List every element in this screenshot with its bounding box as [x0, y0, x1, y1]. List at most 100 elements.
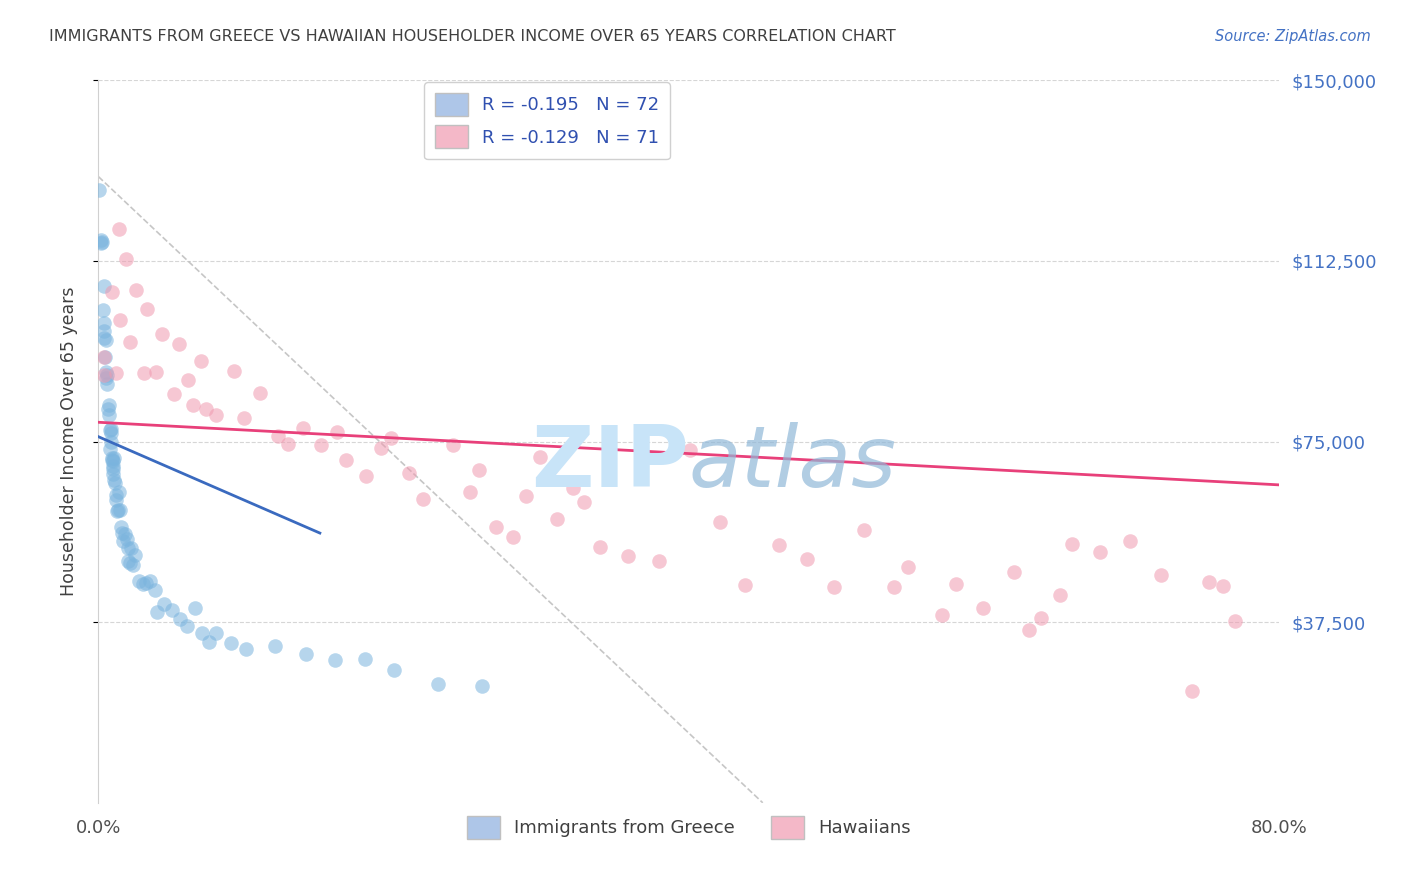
Point — [143, 583, 166, 598]
Point — [131, 577, 153, 591]
Point — [458, 485, 481, 500]
Point — [110, 313, 132, 327]
Point — [89, 183, 111, 197]
Point — [90, 233, 112, 247]
Text: IMMIGRANTS FROM GREECE VS HAWAIIAN HOUSEHOLDER INCOME OVER 65 YEARS CORRELATION : IMMIGRANTS FROM GREECE VS HAWAIIAN HOUSE… — [49, 29, 896, 44]
Point — [398, 466, 420, 480]
Point — [124, 548, 146, 562]
Point — [1223, 614, 1246, 628]
Text: atlas: atlas — [689, 422, 897, 505]
Point — [118, 556, 141, 570]
Point — [529, 450, 551, 464]
Point — [103, 453, 125, 467]
Point — [117, 554, 139, 568]
Point — [1150, 567, 1173, 582]
Point — [484, 519, 506, 533]
Point — [1002, 565, 1025, 579]
Point — [823, 580, 845, 594]
Point — [96, 368, 118, 382]
Point — [678, 443, 700, 458]
Point — [90, 236, 112, 251]
Point — [93, 351, 115, 365]
Point — [291, 420, 314, 434]
Point — [883, 580, 905, 594]
Point — [114, 252, 136, 267]
Point — [98, 398, 121, 412]
Point — [353, 651, 375, 665]
Point — [90, 235, 112, 249]
Point — [146, 606, 169, 620]
Point — [427, 676, 450, 690]
Point — [617, 549, 640, 563]
Point — [103, 450, 125, 465]
Point — [382, 663, 405, 677]
Point — [1090, 545, 1112, 559]
Point — [1212, 579, 1234, 593]
Point — [96, 365, 118, 379]
Point — [562, 481, 585, 495]
Point — [572, 495, 595, 509]
Text: Source: ZipAtlas.com: Source: ZipAtlas.com — [1215, 29, 1371, 44]
Point — [412, 491, 434, 506]
Point — [309, 438, 332, 452]
Point — [1181, 684, 1204, 698]
Point — [110, 503, 132, 517]
Point — [93, 324, 115, 338]
Point — [160, 603, 183, 617]
Point — [647, 554, 669, 568]
Point — [163, 387, 186, 401]
Point — [100, 425, 122, 440]
Point — [589, 540, 612, 554]
Point — [471, 679, 494, 693]
Point — [139, 574, 162, 588]
Point — [103, 473, 125, 487]
Point — [100, 424, 122, 438]
Point — [114, 527, 136, 541]
Y-axis label: Householder Income Over 65 years: Householder Income Over 65 years — [59, 287, 77, 596]
Point — [1029, 610, 1052, 624]
Point — [768, 538, 790, 552]
Point — [104, 488, 127, 502]
Point — [103, 461, 125, 475]
Point — [122, 558, 145, 573]
Point — [101, 467, 124, 481]
Point — [190, 354, 212, 368]
Point — [354, 469, 377, 483]
Point — [117, 541, 139, 555]
Point — [468, 463, 491, 477]
Point — [267, 429, 290, 443]
Point — [108, 485, 131, 500]
Point — [101, 450, 124, 465]
Point — [222, 364, 245, 378]
Point — [169, 612, 191, 626]
Point — [249, 385, 271, 400]
Point — [96, 376, 118, 391]
Point — [167, 337, 190, 351]
Point — [93, 331, 115, 345]
Point — [97, 408, 120, 422]
Point — [709, 515, 731, 529]
Point — [1062, 537, 1084, 551]
Point — [370, 441, 392, 455]
Point — [945, 576, 967, 591]
Point — [198, 635, 221, 649]
Point — [136, 301, 159, 316]
Text: ZIP: ZIP — [531, 422, 689, 505]
Point — [107, 502, 129, 516]
Point — [104, 367, 127, 381]
Point — [294, 647, 316, 661]
Point — [176, 619, 198, 633]
Point — [107, 503, 129, 517]
Point — [515, 489, 537, 503]
Point — [112, 534, 135, 549]
Point — [380, 431, 402, 445]
Point — [153, 597, 176, 611]
Point — [94, 334, 117, 348]
Point — [111, 525, 134, 540]
Point — [101, 459, 124, 474]
Point — [191, 626, 214, 640]
Point — [94, 350, 117, 364]
Point — [183, 600, 205, 615]
Point — [1119, 534, 1142, 549]
Point — [100, 435, 122, 450]
